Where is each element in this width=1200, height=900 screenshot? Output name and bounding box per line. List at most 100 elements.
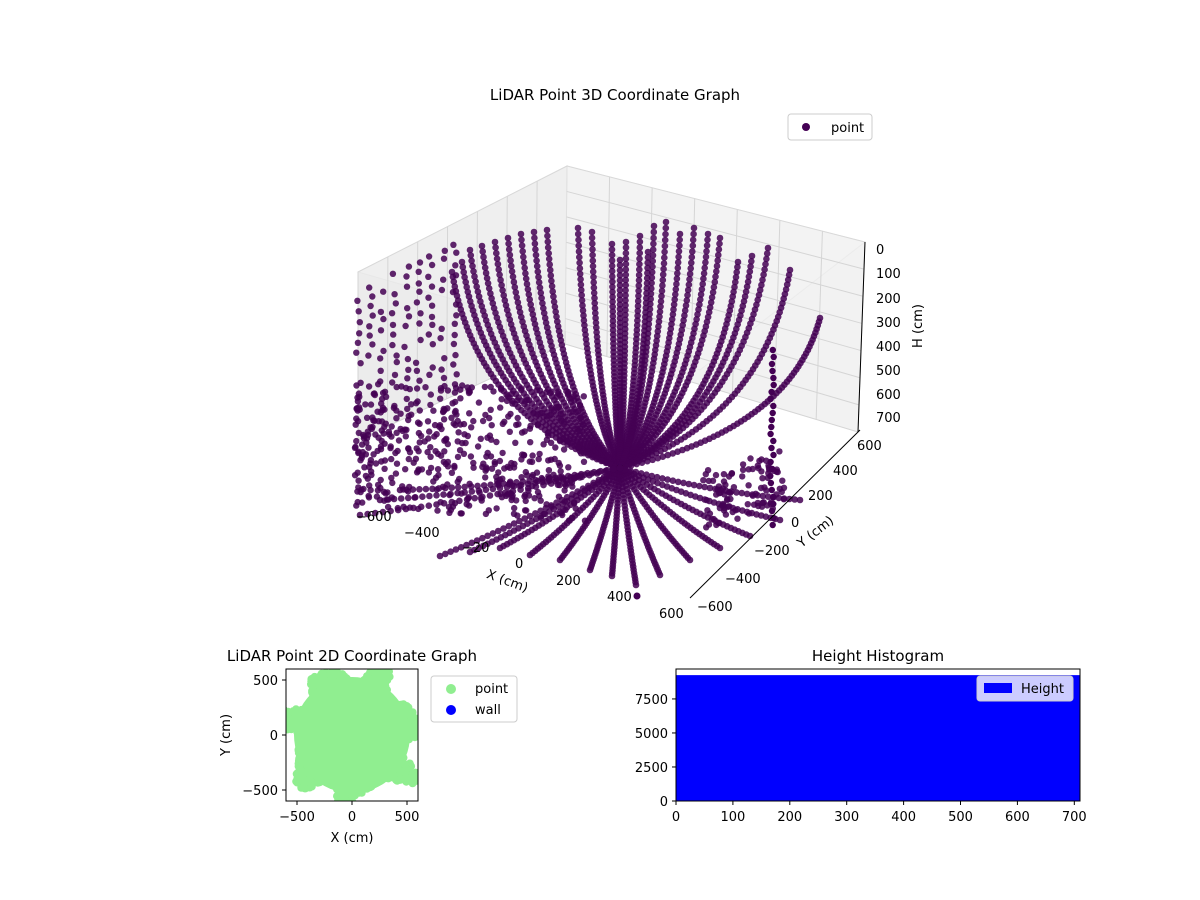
point-3d: [659, 282, 666, 289]
point-3d: [365, 494, 373, 501]
point-3d: [390, 331, 397, 338]
point-3d: [530, 228, 538, 236]
point-3d: [385, 496, 392, 503]
point-3d: [398, 383, 405, 390]
point-3d: [579, 307, 587, 314]
point-3d: [474, 482, 481, 490]
point-3d: [514, 414, 521, 422]
point-3d: [522, 497, 529, 505]
point-3d: [743, 283, 751, 291]
point-3d: [415, 268, 422, 275]
point-3d: [770, 353, 777, 361]
point-3d: [485, 285, 493, 292]
point-3d: [442, 436, 449, 443]
point-3d: [616, 464, 624, 472]
point-3d: [525, 291, 533, 298]
point-3d: [457, 386, 464, 393]
point-3d: [496, 457, 504, 465]
point-3d: [704, 230, 712, 238]
point-3d: [739, 473, 746, 480]
point-3d: [557, 410, 564, 418]
point-3d: [661, 242, 669, 250]
chart-3d: LiDAR Point 3D Coordinate Graph 0 100 20…: [351, 86, 926, 622]
point-3d: [402, 433, 409, 440]
point-3d: [452, 301, 460, 308]
point-3d: [637, 470, 645, 477]
point-3d: [763, 250, 771, 257]
point-3d: [413, 367, 421, 374]
point-3d: [785, 271, 793, 279]
point-3d: [590, 468, 598, 476]
point-3d: [428, 302, 436, 309]
point-3d: [441, 355, 448, 362]
point-3d: [706, 484, 714, 492]
point-3d: [545, 250, 552, 257]
point-3d: [768, 360, 776, 368]
point-3d: [769, 346, 776, 354]
point-3d: [425, 502, 433, 510]
point-3d: [401, 343, 408, 351]
point-3d: [422, 384, 429, 391]
point-3d: [508, 268, 516, 275]
point-3d: [548, 282, 556, 290]
point-3d: [745, 273, 753, 281]
point-3d: [477, 435, 484, 442]
point-3d: [711, 278, 719, 286]
point-3d: [457, 544, 465, 551]
point-3d: [622, 260, 630, 268]
point-3d: [622, 271, 630, 279]
point-3d: [365, 383, 373, 390]
point-3d: [521, 507, 529, 514]
point-3d: [457, 510, 464, 517]
point-3d: [397, 495, 405, 502]
point-3d: [649, 252, 657, 259]
point-3d: [636, 260, 643, 268]
chart-3d-x-tick-label: −400: [404, 526, 440, 541]
point-3d: [622, 276, 629, 284]
point-3d: [404, 355, 412, 363]
point-3d: [754, 462, 761, 469]
point-3d: [642, 304, 650, 312]
point-3d: [577, 276, 584, 283]
point-3d: [727, 489, 734, 496]
point-3d: [483, 274, 491, 282]
point-3d: [547, 266, 554, 274]
point-3d: [367, 456, 375, 464]
point-3d: [649, 456, 656, 464]
point-3d: [791, 496, 798, 503]
point-3d: [451, 320, 458, 327]
point-3d: [357, 488, 364, 496]
point-3d: [430, 478, 437, 485]
point-3d: [427, 391, 434, 398]
point-3d: [709, 477, 717, 484]
point-3d: [537, 514, 545, 521]
point-3d: [370, 417, 377, 424]
point-3d: [505, 240, 512, 247]
point-3d: [419, 493, 426, 501]
point-3d: [367, 468, 375, 475]
point-3d: [752, 490, 759, 497]
point-3d: [759, 276, 766, 284]
point-3d: [466, 246, 474, 254]
chart-3d-z-tick-label: 400: [876, 340, 901, 355]
point-3d: [521, 515, 528, 522]
point-3d: [437, 385, 445, 392]
point-3d: [720, 471, 728, 478]
point-3d: [487, 383, 494, 391]
point-3d: [562, 506, 569, 513]
point-3d: [529, 311, 537, 318]
point-3d: [470, 268, 477, 275]
point-3d: [768, 444, 775, 452]
point-3d: [748, 252, 756, 260]
point-3d: [703, 242, 711, 249]
point-3d: [744, 501, 751, 508]
point-3d: [496, 271, 503, 279]
point-3d: [659, 453, 667, 461]
point-3d: [505, 246, 513, 253]
point-3d: [388, 310, 396, 317]
point-3d: [457, 395, 464, 402]
point-3d: [367, 486, 374, 494]
point-3d: [472, 278, 479, 285]
point-3d: [406, 483, 413, 491]
point-3d: [366, 332, 373, 339]
